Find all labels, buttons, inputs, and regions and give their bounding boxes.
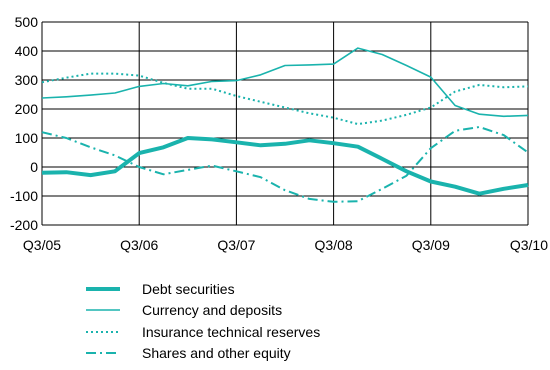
legend-swatch-debt-securities [86,286,120,291]
series-lines [41,47,529,203]
legend-label-shares-and-other-equity: Shares and other equity [142,345,291,362]
y-tick-label: 300 [15,72,39,88]
legend-swatch-shares-and-other-equity [86,352,120,355]
legend-label-insurance-technical-reserves: Insurance technical reserves [142,323,321,340]
x-tick-label: Q3/08 [315,237,353,253]
legend-swatch-insurance-technical-reserves [86,330,120,333]
y-tick-label: 0 [30,159,38,175]
y-tick-label: -100 [10,188,38,204]
x-tick-label: Q3/07 [217,237,255,253]
x-tick-label: Q3/06 [120,237,158,253]
x-tick-label: Q3/09 [412,237,450,253]
y-tick-label: 200 [15,101,39,117]
series-line-insurance-technical-reserves [41,72,529,126]
x-tick-label: Q3/10 [510,237,548,253]
legend-item-shares-and-other-equity: Shares and other equity [86,343,320,365]
axes [41,22,528,226]
line-chart: 500 400 300 200 100 0 -100 -200 Q3/05 Q3/06 Q3/07… [10,14,548,253]
y-tick-label: 400 [15,43,39,59]
x-tick-label: Q3/05 [23,237,61,253]
gridlines [41,21,529,226]
legend: Debt securities Currency and deposits In… [86,278,320,364]
y-tick-label: -200 [10,217,38,233]
y-tick-label: 100 [15,130,39,146]
legend-swatch-currency-and-deposits [86,309,120,312]
y-tick-labels: 500 400 300 200 100 0 -100 -200 [10,14,38,233]
legend-label-debt-securities: Debt securities [142,280,235,297]
x-tick-labels: Q3/05 Q3/06 Q3/07 Q3/08 Q3/09 Q3/10 [23,237,548,253]
legend-label-currency-and-deposits: Currency and deposits [142,302,283,319]
series-line-currency-and-deposits [41,47,529,118]
legend-item-currency-and-deposits: Currency and deposits [86,300,320,322]
series-line-debt-securities [41,136,529,196]
legend-item-debt-securities: Debt securities [86,278,320,300]
y-tick-label: 500 [15,14,39,30]
legend-item-insurance-technical-reserves: Insurance technical reserves [86,321,320,343]
series-line-shares-and-other-equity [41,126,529,203]
